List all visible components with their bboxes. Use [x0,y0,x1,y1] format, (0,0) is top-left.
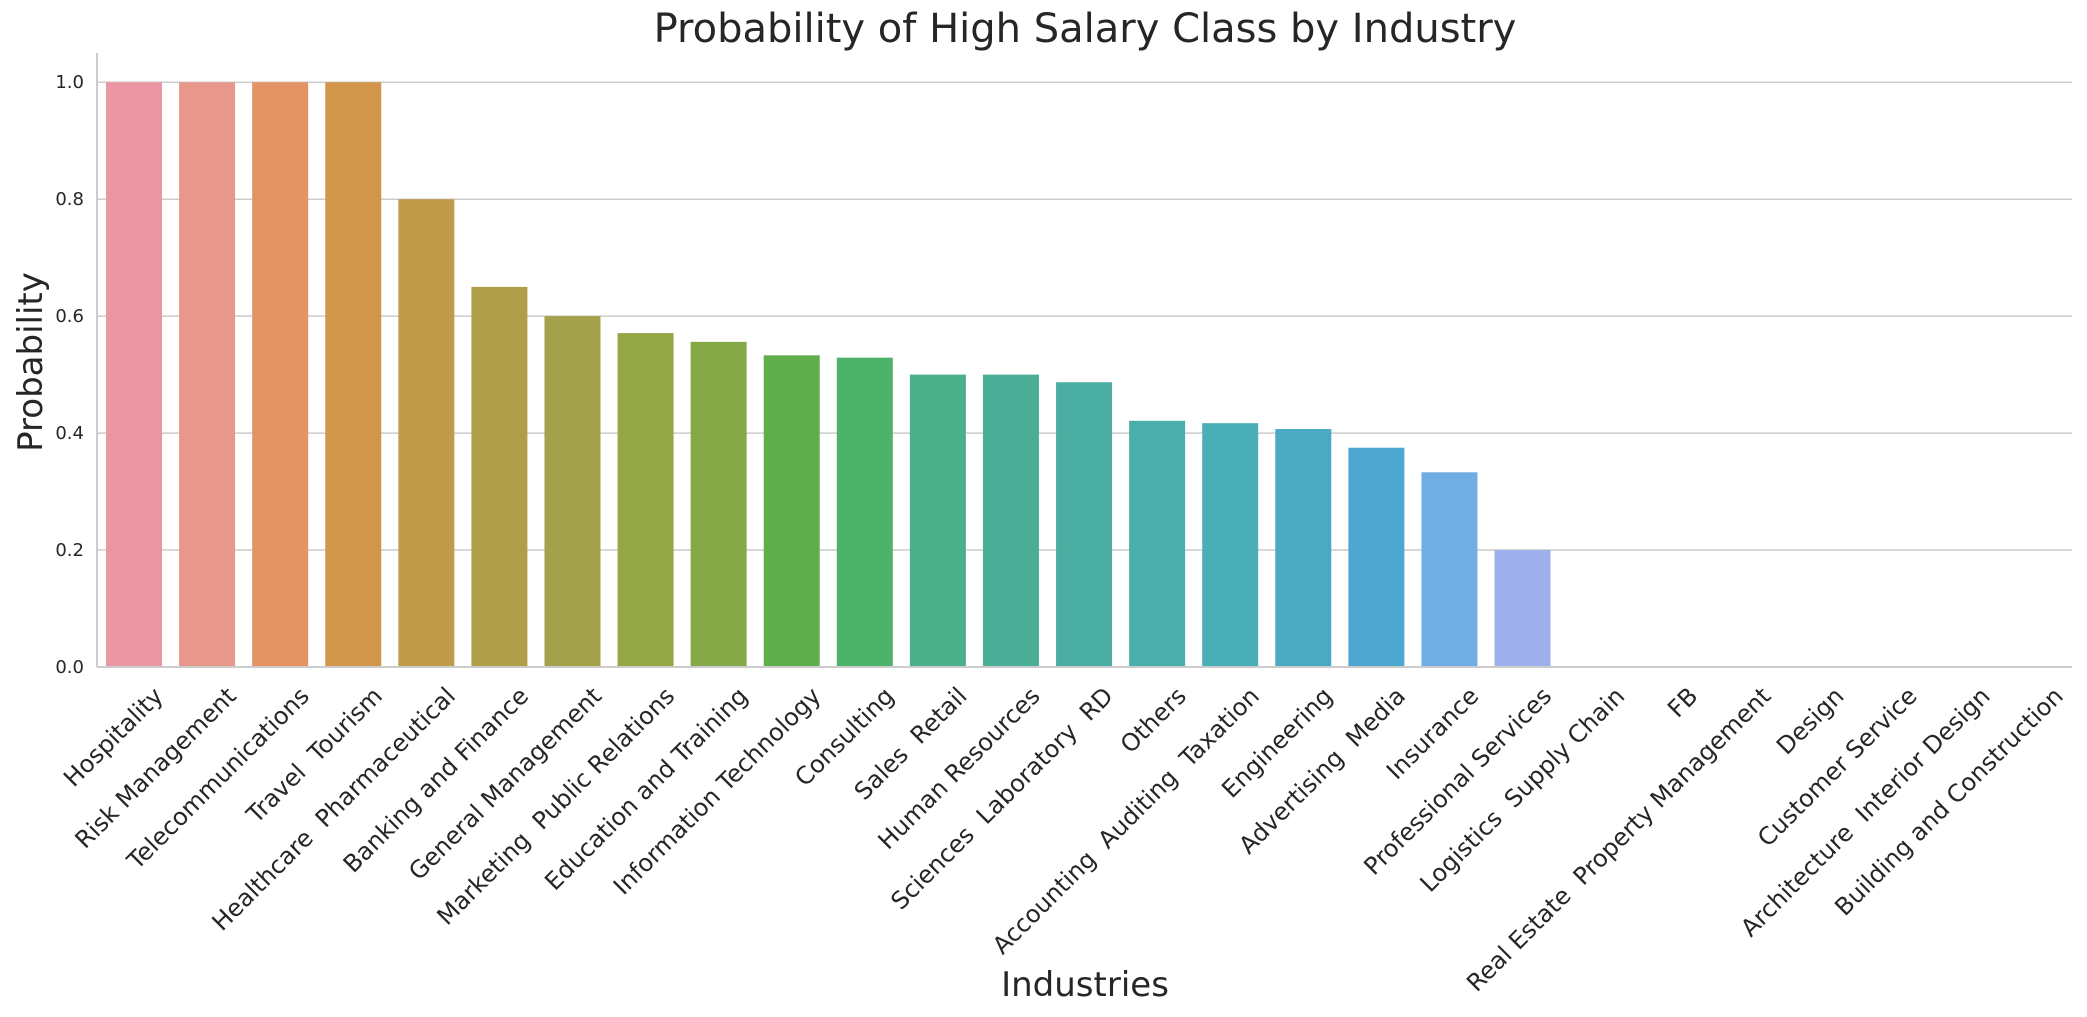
y-tick-label: 0.8 [55,189,84,210]
x-axis-label: Industries [1001,965,1169,1005]
bar [909,374,966,667]
bar [471,286,528,667]
bar [982,374,1039,667]
bar [690,341,747,667]
bar [763,355,820,667]
bar [617,333,674,667]
bar [1421,472,1478,667]
bar [1348,447,1405,667]
bar [836,357,893,667]
bar [179,82,236,667]
bar [106,82,162,667]
bar [1056,382,1113,667]
bar [1494,550,1551,667]
bar [544,316,601,667]
bar [1275,429,1332,667]
axes-spines [96,53,2072,668]
bars [106,82,1551,667]
y-tick-label: 0.4 [55,423,84,444]
x-tick-label: Accounting Auditing Taxation [987,682,1265,960]
y-axis-label: Probability [11,272,51,452]
y-tick-label: 0.0 [55,657,84,678]
y-tick-label: 0.6 [55,306,84,327]
bar [252,82,309,667]
chart-title: Probability of High Salary Class by Indu… [654,6,1517,52]
x-tick-label: FB [1662,682,1703,723]
y-tick-label: 1.0 [55,72,84,93]
bar [1202,423,1259,667]
x-tick-label: Travel Tourism [240,682,387,829]
bar [325,82,382,667]
bar [1129,420,1186,667]
bar [398,199,455,667]
y-tick-labels: 0.0 0.2 0.4 0.6 0.8 1.0 [55,72,84,678]
y-tick-label: 0.2 [55,540,84,561]
